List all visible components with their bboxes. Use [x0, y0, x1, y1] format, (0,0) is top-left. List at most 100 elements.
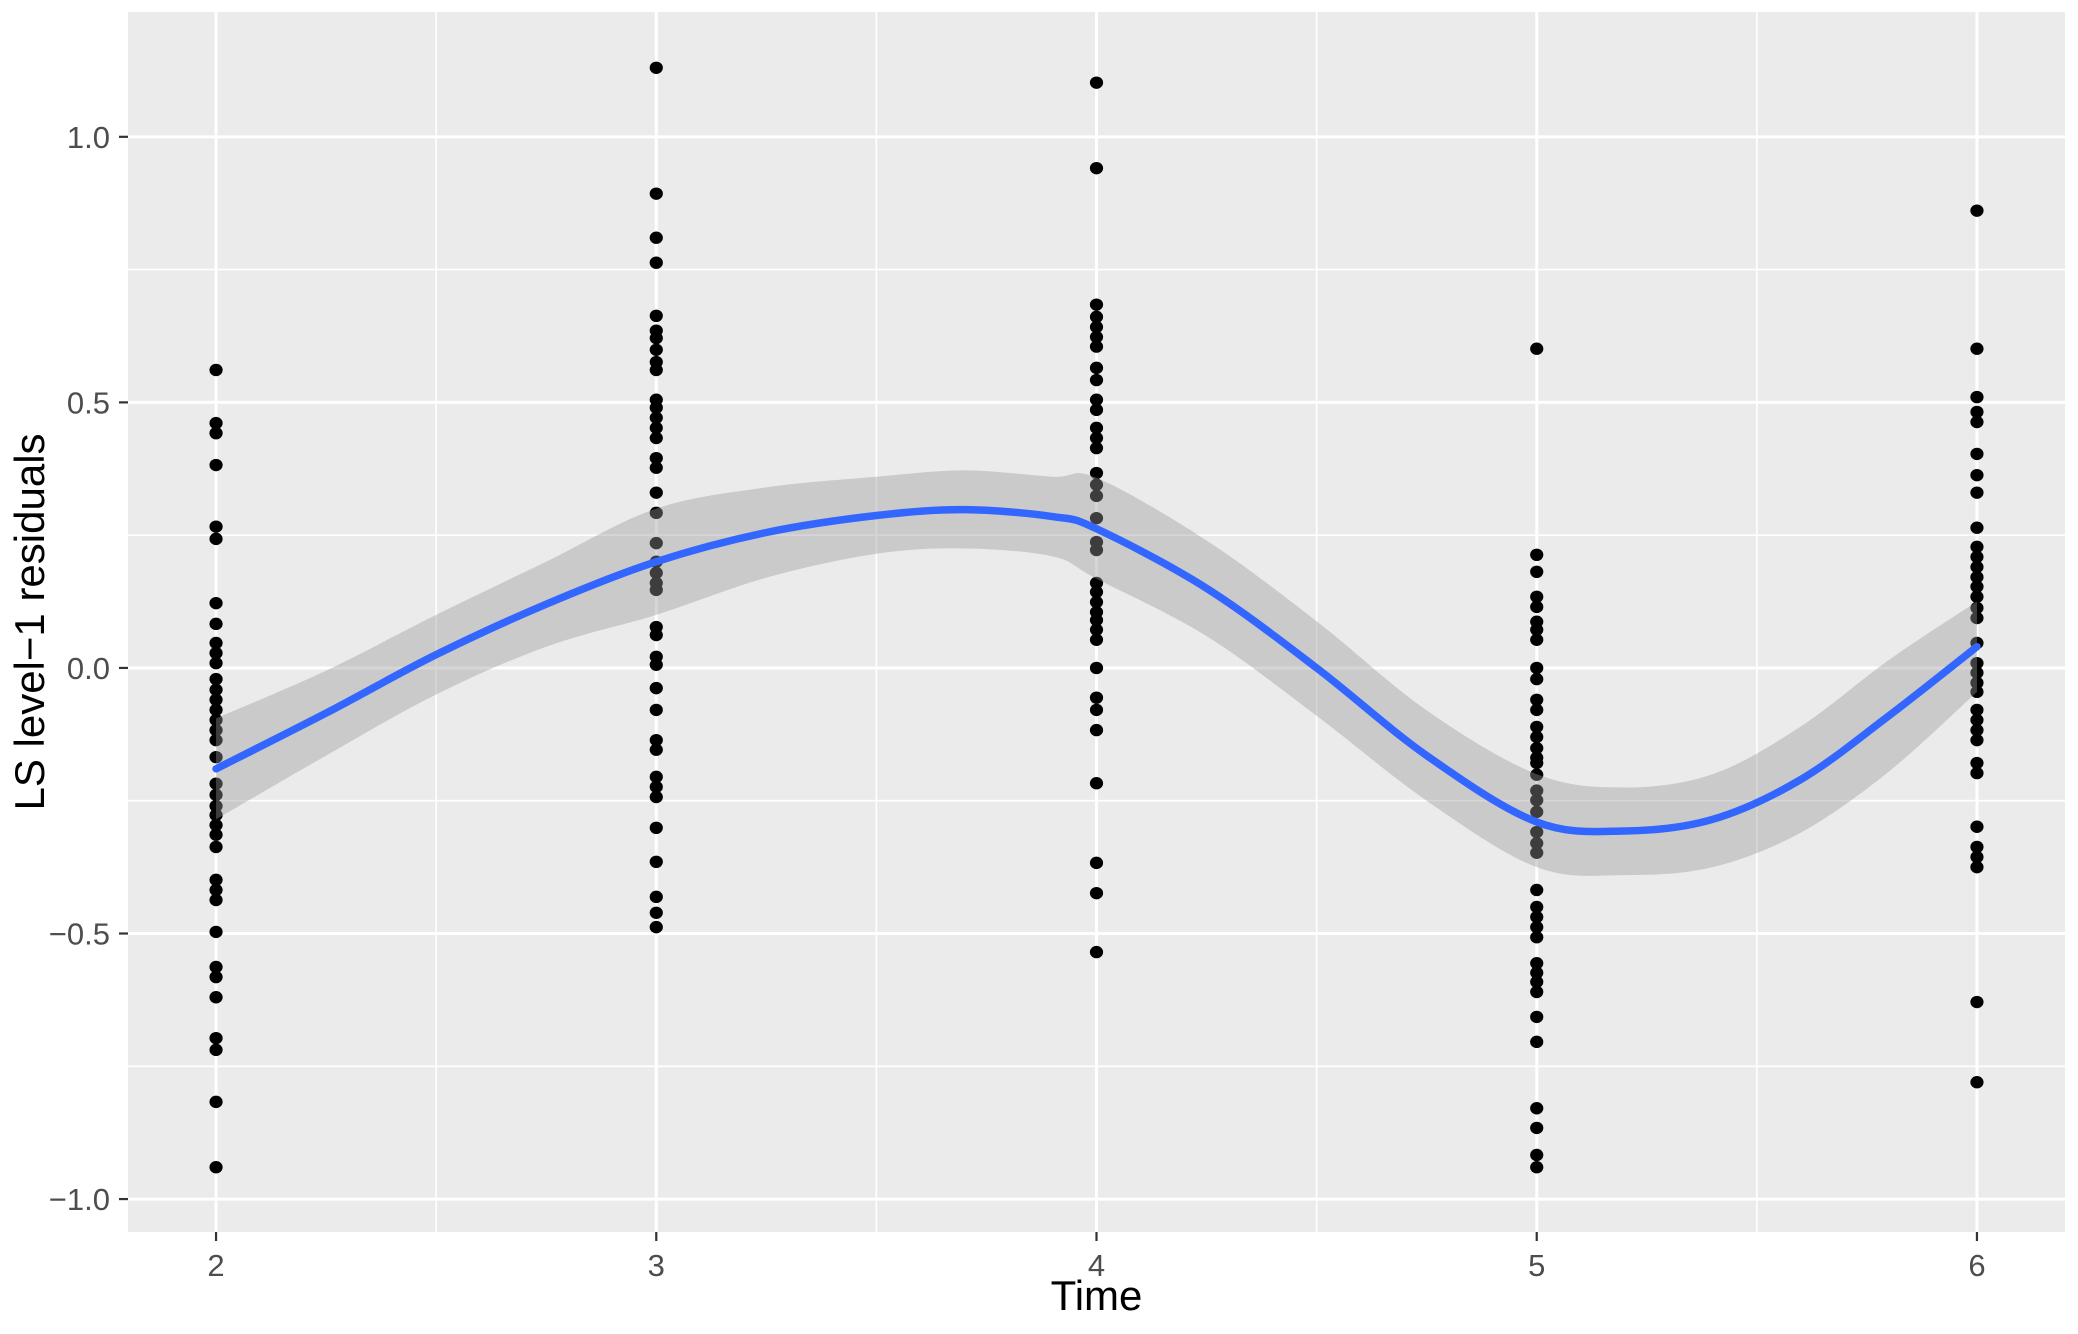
data-point: [649, 331, 663, 345]
y-axis-title: LS level−1 residuals: [6, 433, 53, 810]
data-point: [209, 840, 223, 854]
data-point: [1530, 975, 1544, 989]
x-tick-label: 4: [1088, 1248, 1105, 1283]
data-point: [1530, 784, 1544, 797]
data-point: [209, 828, 223, 841]
data-point: [1530, 985, 1544, 999]
data-point: [1089, 945, 1104, 959]
data-point: [1530, 768, 1544, 781]
data-point: [1089, 421, 1104, 435]
confidence-ribbon: [216, 470, 1977, 876]
data-point: [1089, 703, 1104, 717]
data-point: [209, 1031, 223, 1045]
smooth-line: [212, 505, 1981, 836]
data-point: [1970, 550, 1984, 564]
data-point: [649, 421, 663, 435]
data-point: [1530, 846, 1544, 859]
data-point: [1089, 613, 1104, 627]
data-point: [1970, 486, 1984, 499]
data-point: [1970, 580, 1984, 593]
data-point: [1530, 672, 1544, 686]
data-point: [1530, 756, 1544, 770]
data-point: [1970, 685, 1984, 699]
data-point: [649, 743, 663, 756]
data-point: [209, 683, 223, 696]
data-point: [1970, 601, 1984, 615]
y-tick-label: 1.0: [67, 120, 110, 155]
data-point: [649, 770, 663, 784]
data-point: [1530, 1010, 1544, 1024]
data-point: [209, 723, 223, 737]
x-axis-title: Time: [1051, 1272, 1143, 1319]
data-point: [1089, 361, 1104, 375]
data-point: [1970, 666, 1984, 679]
data-point: [649, 790, 663, 804]
data-point: [649, 821, 663, 835]
data-point: [1530, 633, 1544, 646]
data-point: [649, 61, 663, 74]
data-point: [1530, 741, 1544, 755]
data-point: [649, 401, 663, 414]
data-point: [649, 461, 663, 474]
x-tick-label: 5: [1528, 1248, 1545, 1283]
data-point: [1530, 1148, 1544, 1162]
data-point: [1530, 910, 1544, 924]
data-point: [1530, 900, 1544, 914]
data-point: [649, 451, 663, 465]
data-point: [1970, 415, 1984, 429]
data-point: [649, 906, 663, 919]
data-point: [209, 693, 223, 707]
data-point: [1089, 886, 1104, 900]
data-point: [1089, 478, 1104, 491]
data-point: [209, 1043, 223, 1057]
data-point: [209, 532, 223, 546]
data-point: [649, 343, 663, 356]
data-point: [649, 658, 663, 671]
y-tick-label: 0.0: [67, 651, 110, 686]
data-point: [209, 970, 223, 984]
data-point: [1530, 837, 1544, 850]
y-tick-label: −1.0: [49, 1182, 110, 1217]
data-point: [1530, 957, 1544, 970]
data-point: [649, 411, 663, 424]
data-point: [649, 855, 663, 869]
data-point: [1530, 590, 1544, 603]
x-tick-label: 2: [207, 1248, 224, 1283]
data-point: [209, 520, 223, 533]
data-point: [1530, 805, 1544, 819]
data-point: [1970, 468, 1984, 482]
data-point: [649, 733, 663, 747]
data-point: [1530, 793, 1544, 807]
data-point: [209, 672, 223, 686]
y-tick-label: 0.5: [67, 385, 110, 420]
data-point: [1089, 340, 1104, 353]
data-point: [649, 486, 663, 499]
data-point: [1530, 661, 1544, 675]
data-point: [1089, 320, 1104, 334]
data-point: [1089, 161, 1104, 175]
data-point: [1970, 733, 1984, 747]
data-point: [1089, 691, 1104, 704]
data-point: [209, 426, 223, 440]
data-point: [209, 960, 223, 974]
data-point: [1089, 585, 1104, 599]
data-point: [649, 231, 663, 244]
data-point: [1089, 330, 1104, 344]
data-point: [1970, 560, 1984, 574]
data-point: [1970, 590, 1984, 603]
data-point: [209, 777, 223, 790]
data-point: [1970, 656, 1984, 670]
data-point: [1970, 723, 1984, 737]
data-point: [649, 506, 663, 520]
data-point: [1530, 548, 1544, 562]
data-point: [1089, 393, 1104, 406]
data-point: [649, 890, 663, 904]
data-point: [1970, 703, 1984, 717]
y-tick-label: −0.5: [49, 917, 110, 952]
data-point: [1530, 825, 1544, 839]
data-point: [1970, 204, 1984, 217]
data-point: [1530, 730, 1544, 744]
data-point: [649, 187, 663, 200]
data-point: [209, 750, 223, 764]
